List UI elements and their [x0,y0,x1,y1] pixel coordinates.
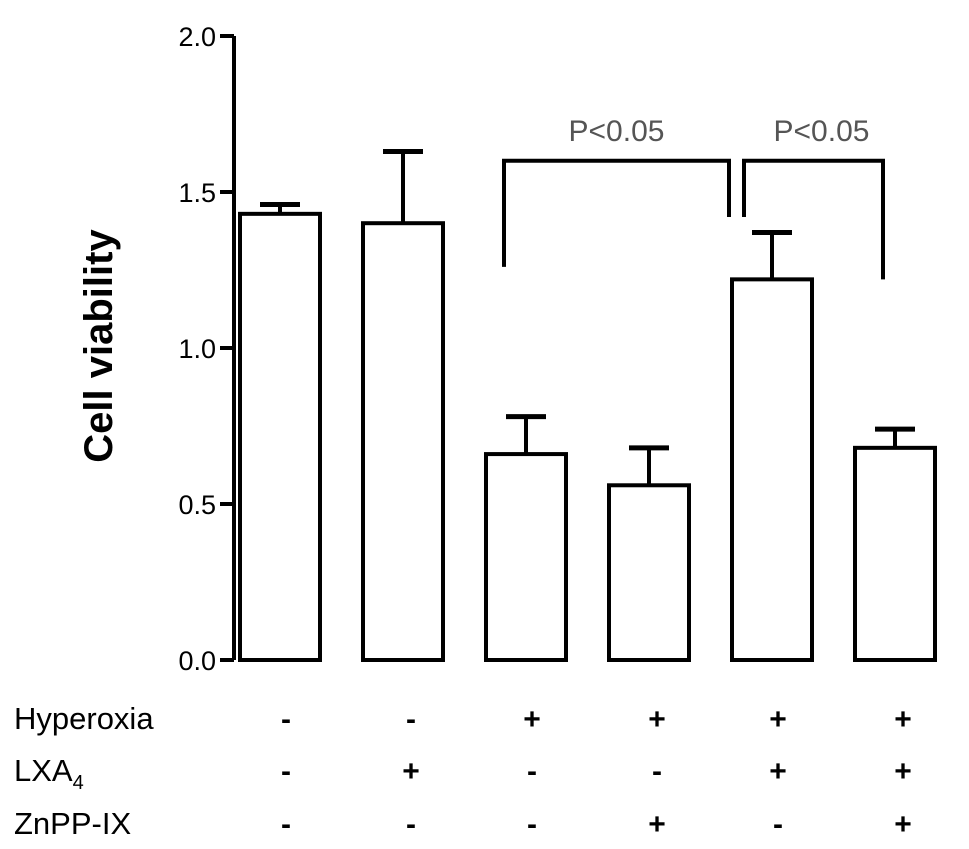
condition-label-subscript: 4 [73,772,84,794]
condition-mark: - [406,808,416,841]
condition-label-text: Hyperoxia [14,701,154,736]
condition-mark: + [894,755,912,788]
condition-mark: + [648,703,666,736]
condition-label: ZnPP-IX [14,806,131,841]
significance-bracket [742,158,885,280]
bar [484,452,568,662]
condition-label: LXA4 [14,753,84,794]
bar [607,483,691,662]
y-tick-label: 2.0 [178,22,216,52]
condition-label: Hyperoxia [14,701,154,736]
condition-mark: + [769,703,787,736]
condition-mark: + [894,703,912,736]
y-axis-label: Cell viability [77,229,121,463]
condition-mark: + [523,703,541,736]
bar [853,445,937,662]
bar [730,277,814,662]
y-tick-label: 1.0 [178,334,216,364]
condition-label-text: ZnPP-IX [14,806,131,841]
bar [238,211,322,662]
condition-mark: - [652,755,662,788]
significance-label: P<0.05 [569,115,665,148]
condition-mark: - [527,808,537,841]
bar [361,221,445,662]
condition-mark: - [281,703,291,736]
condition-mark: + [648,808,666,841]
significance-label: P<0.05 [774,115,870,148]
y-tick-label: 0.0 [178,646,216,676]
y-tick-label: 0.5 [178,490,216,520]
condition-mark: - [527,755,537,788]
condition-mark: + [894,808,912,841]
condition-mark: + [402,755,420,788]
condition-mark: + [769,755,787,788]
condition-mark: - [773,808,783,841]
condition-mark: - [281,808,291,841]
condition-label-text: LXA [14,753,73,788]
condition-mark: - [281,755,291,788]
condition-mark: - [406,703,416,736]
y-tick-label: 1.5 [178,178,216,208]
significance-bracket [502,158,731,267]
